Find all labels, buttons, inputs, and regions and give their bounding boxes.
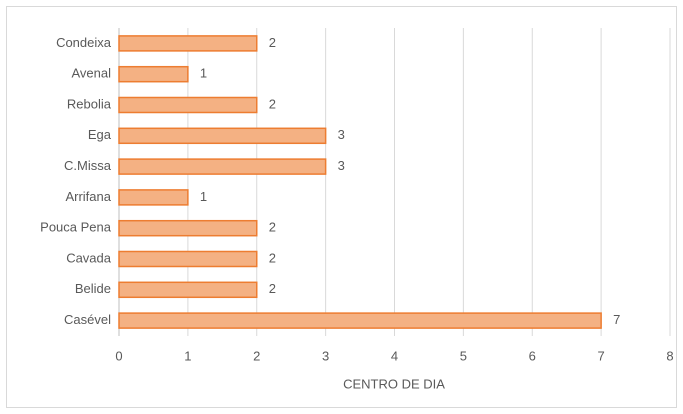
- y-tick-label: Ega: [88, 127, 112, 142]
- chart-frame: [6, 6, 677, 408]
- x-tick-label: 1: [184, 348, 191, 363]
- x-axis-title: CENTRO DE DIA: [343, 376, 445, 391]
- x-tick-label: 7: [598, 348, 605, 363]
- bar: [118, 158, 327, 175]
- data-label: 1: [200, 189, 207, 204]
- x-tick-label: 2: [253, 348, 260, 363]
- data-label: 2: [269, 220, 276, 235]
- y-tick-label: Pouca Pena: [40, 220, 112, 235]
- bar: [118, 250, 258, 268]
- x-tick-label: 0: [115, 348, 122, 363]
- y-tick-label: Condeixa: [56, 35, 112, 50]
- y-tick-label: Rebolia: [67, 96, 112, 111]
- y-tick-label: Arrifana: [65, 189, 111, 204]
- bar: [118, 312, 602, 329]
- data-label: 2: [269, 96, 276, 111]
- x-tick-label: 8: [666, 348, 673, 363]
- bar: [118, 96, 258, 114]
- bar: [118, 281, 258, 299]
- data-label: 2: [269, 250, 276, 265]
- data-label: 3: [338, 127, 345, 142]
- data-label: 2: [269, 35, 276, 50]
- x-tick-label: 4: [391, 348, 398, 363]
- y-tick-label: C.Missa: [64, 158, 112, 173]
- data-label: 7: [613, 312, 620, 327]
- data-label: 2: [269, 281, 276, 296]
- data-label: 3: [338, 158, 345, 173]
- bar: [118, 127, 327, 145]
- x-tick-label: 5: [460, 348, 467, 363]
- bar: [118, 65, 189, 83]
- x-tick-label: 3: [322, 348, 329, 363]
- y-tick-label: Casével: [64, 312, 111, 327]
- x-tick-label: 6: [529, 348, 536, 363]
- bar: [118, 35, 258, 52]
- bar: [118, 219, 258, 237]
- y-tick-label: Belide: [75, 281, 111, 296]
- bar: [118, 189, 189, 206]
- data-label: 1: [200, 66, 207, 81]
- y-tick-label: Avenal: [71, 66, 111, 81]
- y-tick-label: Cavada: [66, 250, 112, 265]
